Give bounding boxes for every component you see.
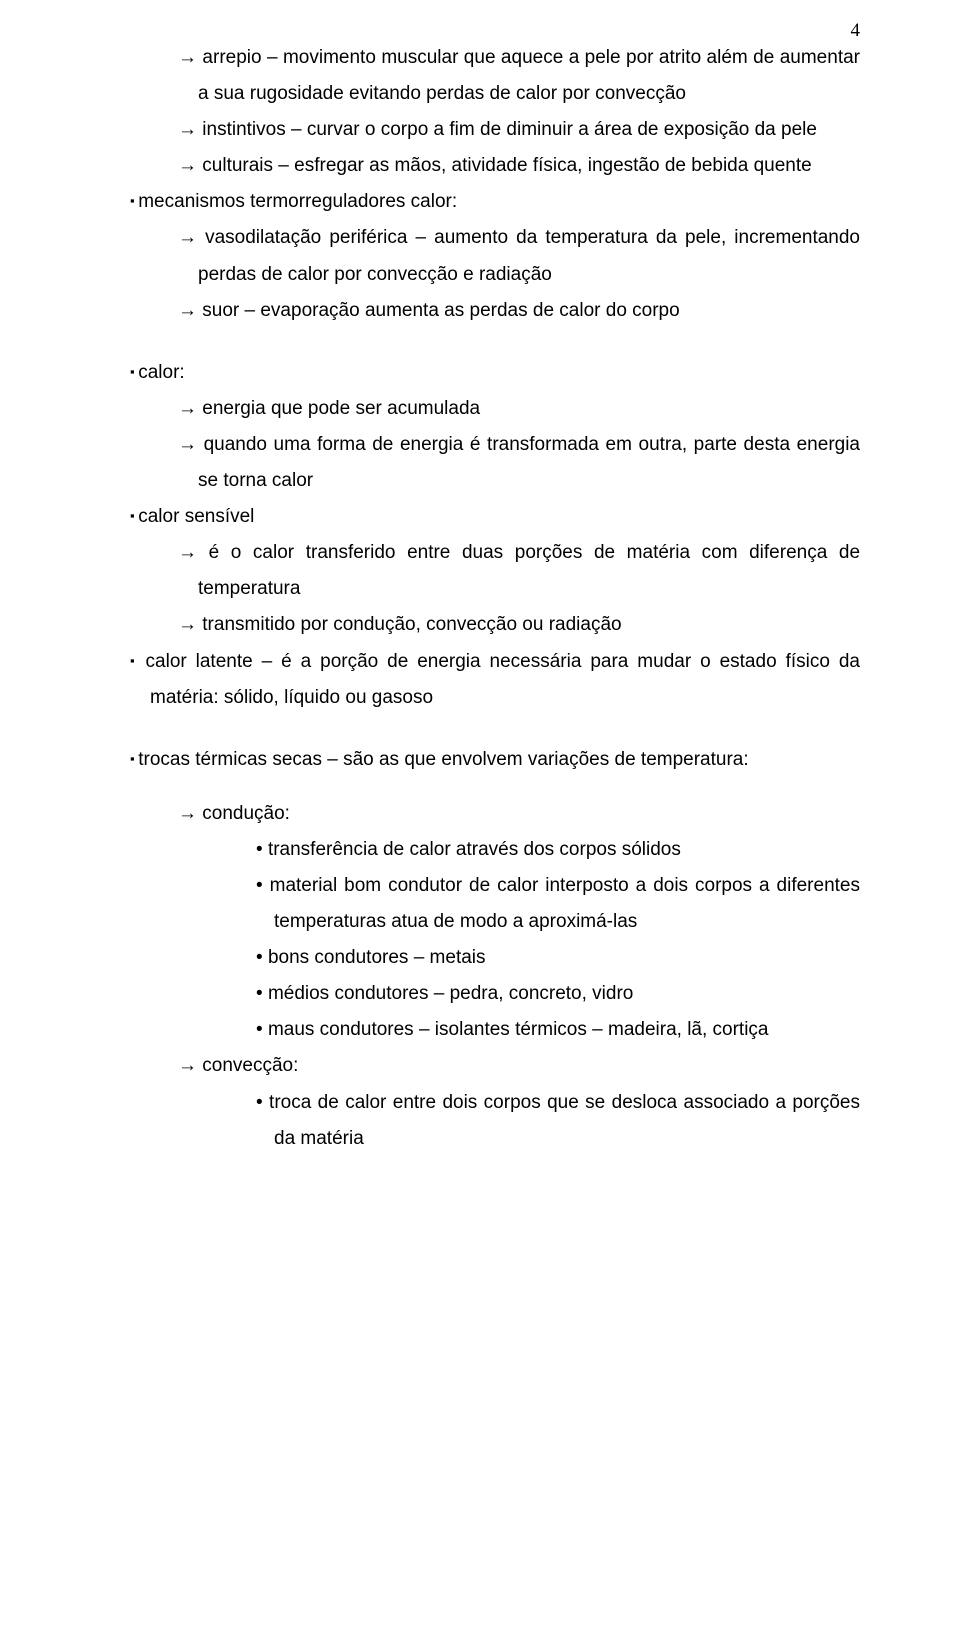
text: vasodilatação periférica – aumento da te… — [198, 227, 860, 284]
spacer — [130, 716, 860, 742]
list-item: arrepio – movimento muscular que aquece … — [130, 40, 860, 112]
list-item: calor latente – é a porção de energia ne… — [130, 644, 860, 716]
list-item: troca de calor entre dois corpos que se … — [130, 1085, 860, 1157]
text: médios condutores – pedra, concreto, vid… — [268, 983, 633, 1004]
text: trocas térmicas secas – são as que envol… — [138, 749, 748, 770]
text: mecanismos termorreguladores calor: — [138, 191, 457, 212]
list-item: suor – evaporação aumenta as perdas de c… — [130, 293, 860, 329]
list-item: transferência de calor através dos corpo… — [130, 832, 860, 868]
list-item: culturais – esfregar as mãos, atividade … — [130, 148, 860, 184]
text: arrepio – movimento muscular que aquece … — [198, 47, 860, 104]
text: é o calor transferido entre duas porções… — [198, 542, 860, 599]
text: troca de calor entre dois corpos que se … — [269, 1092, 860, 1149]
list-item: médios condutores – pedra, concreto, vid… — [130, 976, 860, 1012]
list-item: mecanismos termorreguladores calor: — [130, 184, 860, 220]
list-item: instintivos – curvar o corpo a fim de di… — [130, 112, 860, 148]
text: culturais – esfregar as mãos, atividade … — [202, 155, 811, 176]
list-item: vasodilatação periférica – aumento da te… — [130, 220, 860, 292]
text: instintivos – curvar o corpo a fim de di… — [202, 119, 817, 140]
text: suor – evaporação aumenta as perdas de c… — [202, 300, 679, 321]
list-item: calor: — [130, 355, 860, 391]
list-item: condução: — [130, 796, 860, 832]
list-item: calor sensível — [130, 499, 860, 535]
text: transmitido por condução, convecção ou r… — [202, 614, 621, 635]
text: maus condutores – isolantes térmicos – m… — [268, 1019, 769, 1040]
list-item: transmitido por condução, convecção ou r… — [130, 607, 860, 643]
spacer — [130, 778, 860, 796]
list-item: convecção: — [130, 1048, 860, 1084]
text: material bom condutor de calor interpost… — [270, 875, 860, 932]
list-item: trocas térmicas secas – são as que envol… — [130, 742, 860, 778]
text: transferência de calor através dos corpo… — [268, 839, 681, 860]
text: calor latente – é a porção de energia ne… — [146, 651, 860, 708]
text: calor sensível — [138, 506, 254, 527]
text: condução: — [202, 803, 290, 824]
list-item: energia que pode ser acumulada — [130, 391, 860, 427]
list-item: maus condutores – isolantes térmicos – m… — [130, 1012, 860, 1048]
page-number: 4 — [851, 20, 861, 42]
list-item: quando uma forma de energia é transforma… — [130, 427, 860, 499]
text: quando uma forma de energia é transforma… — [198, 434, 860, 491]
list-item: material bom condutor de calor interpost… — [130, 868, 860, 940]
text: bons condutores – metais — [268, 947, 486, 968]
document-page: 4 arrepio – movimento muscular que aquec… — [0, 0, 960, 1637]
list-item: é o calor transferido entre duas porções… — [130, 535, 860, 607]
text: energia que pode ser acumulada — [202, 398, 480, 419]
list-item: bons condutores – metais — [130, 940, 860, 976]
text: convecção: — [202, 1055, 298, 1076]
spacer — [130, 329, 860, 355]
text: calor: — [138, 362, 184, 383]
document-body: arrepio – movimento muscular que aquece … — [130, 40, 860, 1157]
